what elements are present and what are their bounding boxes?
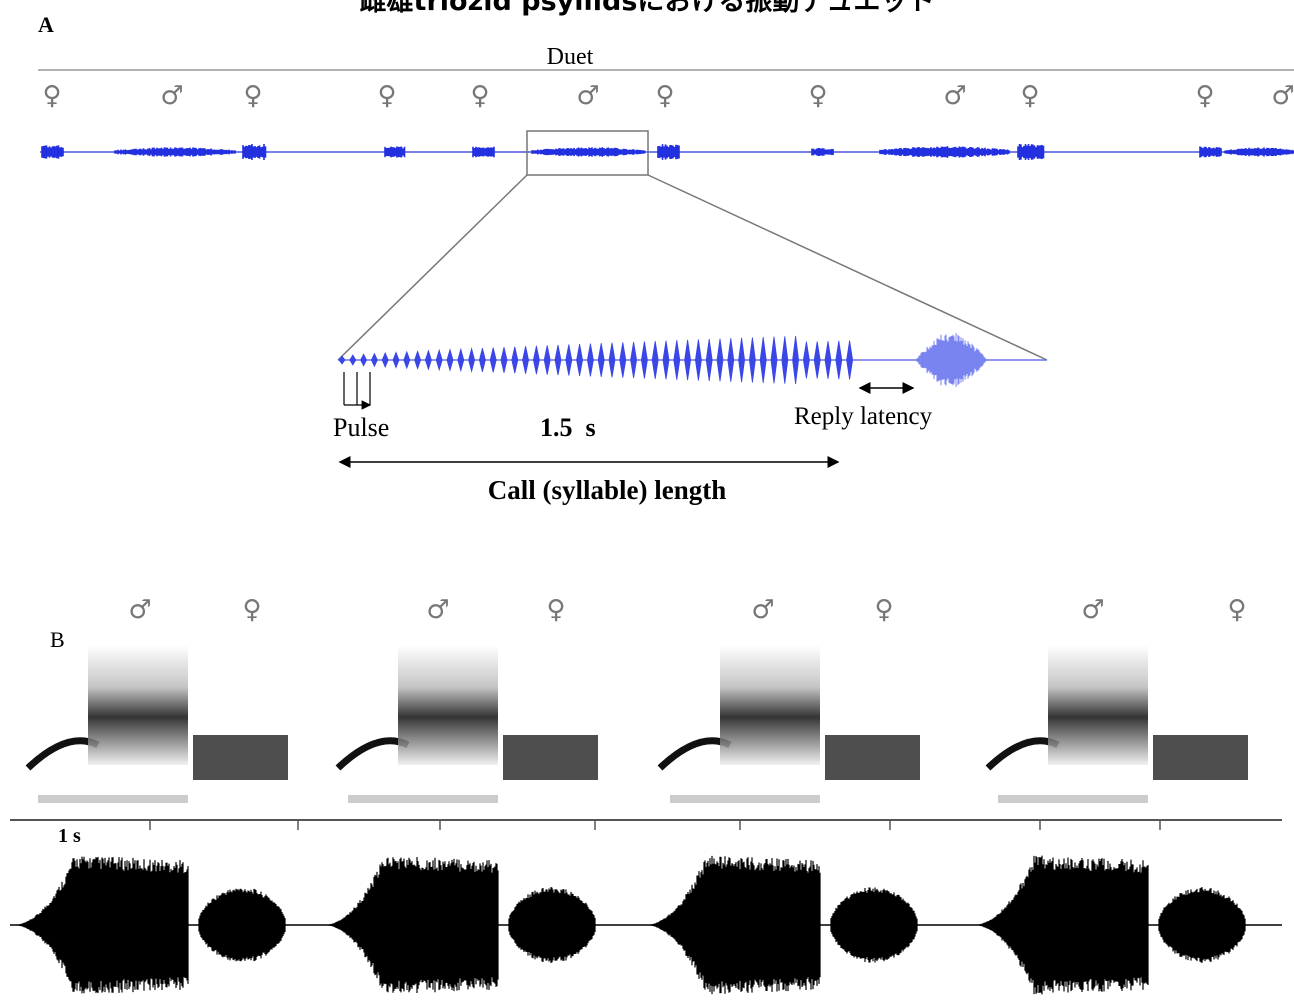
sex-symbol: ♀ [546, 595, 565, 625]
sex-symbol: ♀ [1227, 595, 1246, 625]
waveform [880, 146, 1009, 158]
figure: 雌雄triozid psyllidsにおける振動デュエット A Duet Pul… [0, 0, 1294, 1000]
zoom-line [338, 175, 527, 360]
waveform [385, 146, 405, 157]
waveform [973, 856, 1246, 995]
waveform [323, 857, 596, 993]
spectrogram-noise [38, 795, 188, 803]
spectrogram [1048, 645, 1148, 765]
waveform [812, 148, 833, 156]
sex-symbol: ♀ [1020, 81, 1039, 111]
sex-symbol: ♀ [243, 81, 262, 111]
annotation: Pulse [333, 413, 389, 442]
spectrogram-sweep [338, 741, 408, 768]
track-label: Duet [547, 44, 594, 70]
waveform [1225, 147, 1294, 156]
sex-symbol: ♂ [426, 595, 449, 625]
annotation: Call (syllable) length [488, 475, 727, 505]
sex-symbol: ♀ [470, 81, 489, 111]
spectrogram [1153, 735, 1248, 780]
scale-label: 1 s [58, 825, 81, 847]
waveform [243, 144, 266, 160]
waveform [532, 147, 645, 157]
sex-symbol: ♂ [576, 81, 599, 111]
zoom-line [648, 175, 1047, 360]
sex-symbol: ♀ [377, 81, 396, 111]
spectrogram [398, 645, 498, 765]
waveform [645, 856, 918, 994]
spectrogram [720, 645, 820, 765]
spectrogram-noise [670, 795, 820, 803]
spectrogram-sweep [660, 741, 730, 768]
waveform [1200, 146, 1221, 157]
sex-symbol: ♀ [808, 81, 827, 111]
panel-label: B [50, 627, 65, 652]
sex-symbol: ♂ [751, 595, 774, 625]
waveform [658, 144, 679, 160]
spectrogram-noise [348, 795, 498, 803]
title: 雌雄triozid psyllidsにおける振動デュエット [360, 0, 935, 17]
sex-symbol: ♀ [1195, 81, 1214, 111]
annotation: 1.5 s [540, 413, 596, 442]
sex-symbol: ♀ [242, 595, 261, 625]
panel-label: A [38, 12, 54, 37]
waveform [473, 147, 494, 158]
sex-symbol: ♂ [160, 81, 183, 111]
sex-symbol: ♀ [874, 595, 893, 625]
spectrogram [503, 735, 598, 780]
waveform [13, 857, 286, 994]
annotation: Reply latency [794, 403, 933, 430]
waveform [42, 145, 63, 158]
sex-symbol: ♂ [1081, 595, 1104, 625]
waveform [1018, 144, 1044, 160]
spectrogram [88, 645, 188, 765]
pulse-arrows [344, 372, 370, 405]
sex-symbol: ♀ [42, 81, 61, 111]
sex-symbol: ♂ [128, 595, 151, 625]
spectrogram [193, 735, 288, 780]
spectrogram-sweep [988, 741, 1058, 768]
sex-symbol: ♂ [943, 81, 966, 111]
sex-symbol: ♂ [1271, 81, 1294, 111]
waveform [115, 147, 235, 156]
spectrogram-noise [998, 795, 1148, 803]
spectrogram-sweep [28, 741, 98, 768]
sex-symbol: ♀ [655, 81, 674, 111]
spectrogram [825, 735, 920, 780]
